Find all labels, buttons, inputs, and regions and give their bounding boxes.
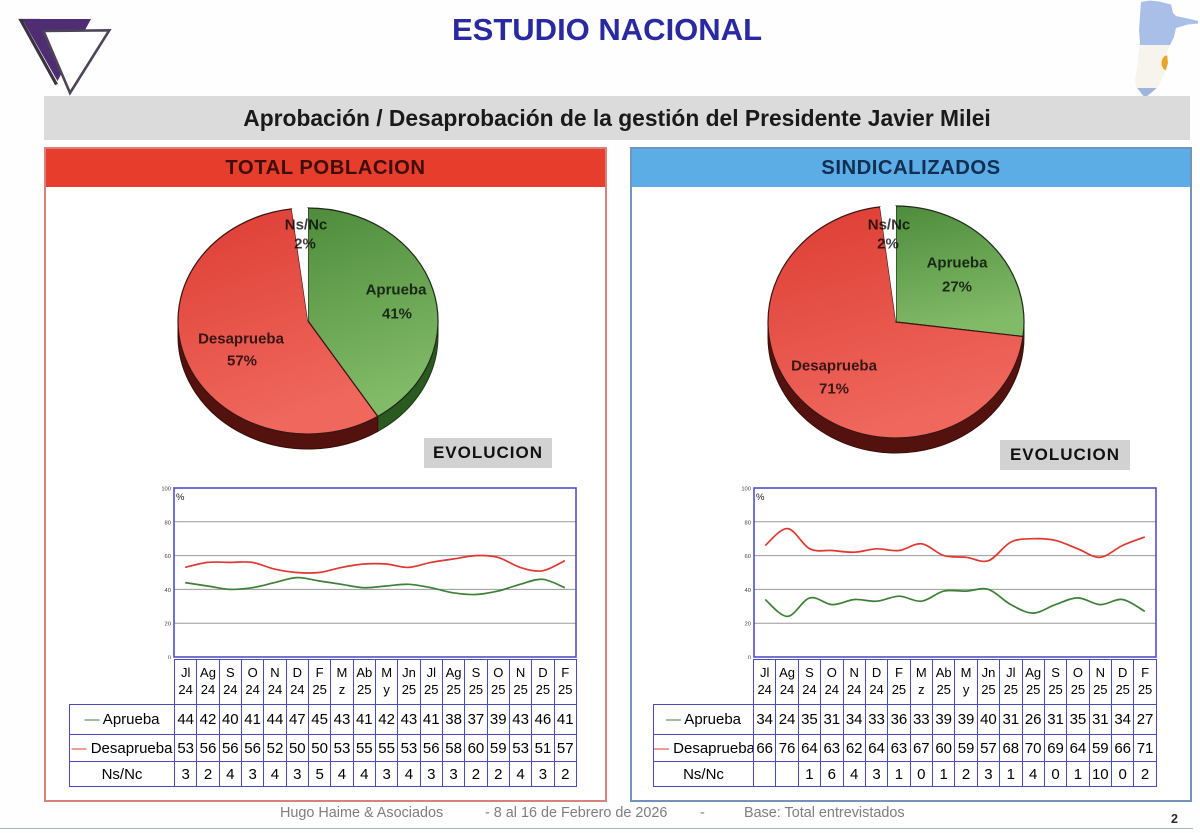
svg-text:0: 0 — [168, 656, 171, 662]
svg-text:80: 80 — [165, 520, 171, 526]
svg-text:20: 20 — [745, 622, 751, 628]
svg-text:20: 20 — [165, 622, 171, 628]
svg-text:100: 100 — [161, 487, 171, 493]
svg-text:%: % — [756, 492, 765, 503]
svg-text:80: 80 — [745, 520, 751, 526]
svg-text:100: 100 — [741, 487, 751, 493]
svg-text:40: 40 — [165, 588, 171, 594]
svg-text:40: 40 — [745, 588, 751, 594]
svg-text:60: 60 — [165, 554, 171, 560]
svg-text:%: % — [176, 492, 185, 503]
svg-text:0: 0 — [748, 656, 751, 662]
svg-text:60: 60 — [745, 554, 751, 560]
